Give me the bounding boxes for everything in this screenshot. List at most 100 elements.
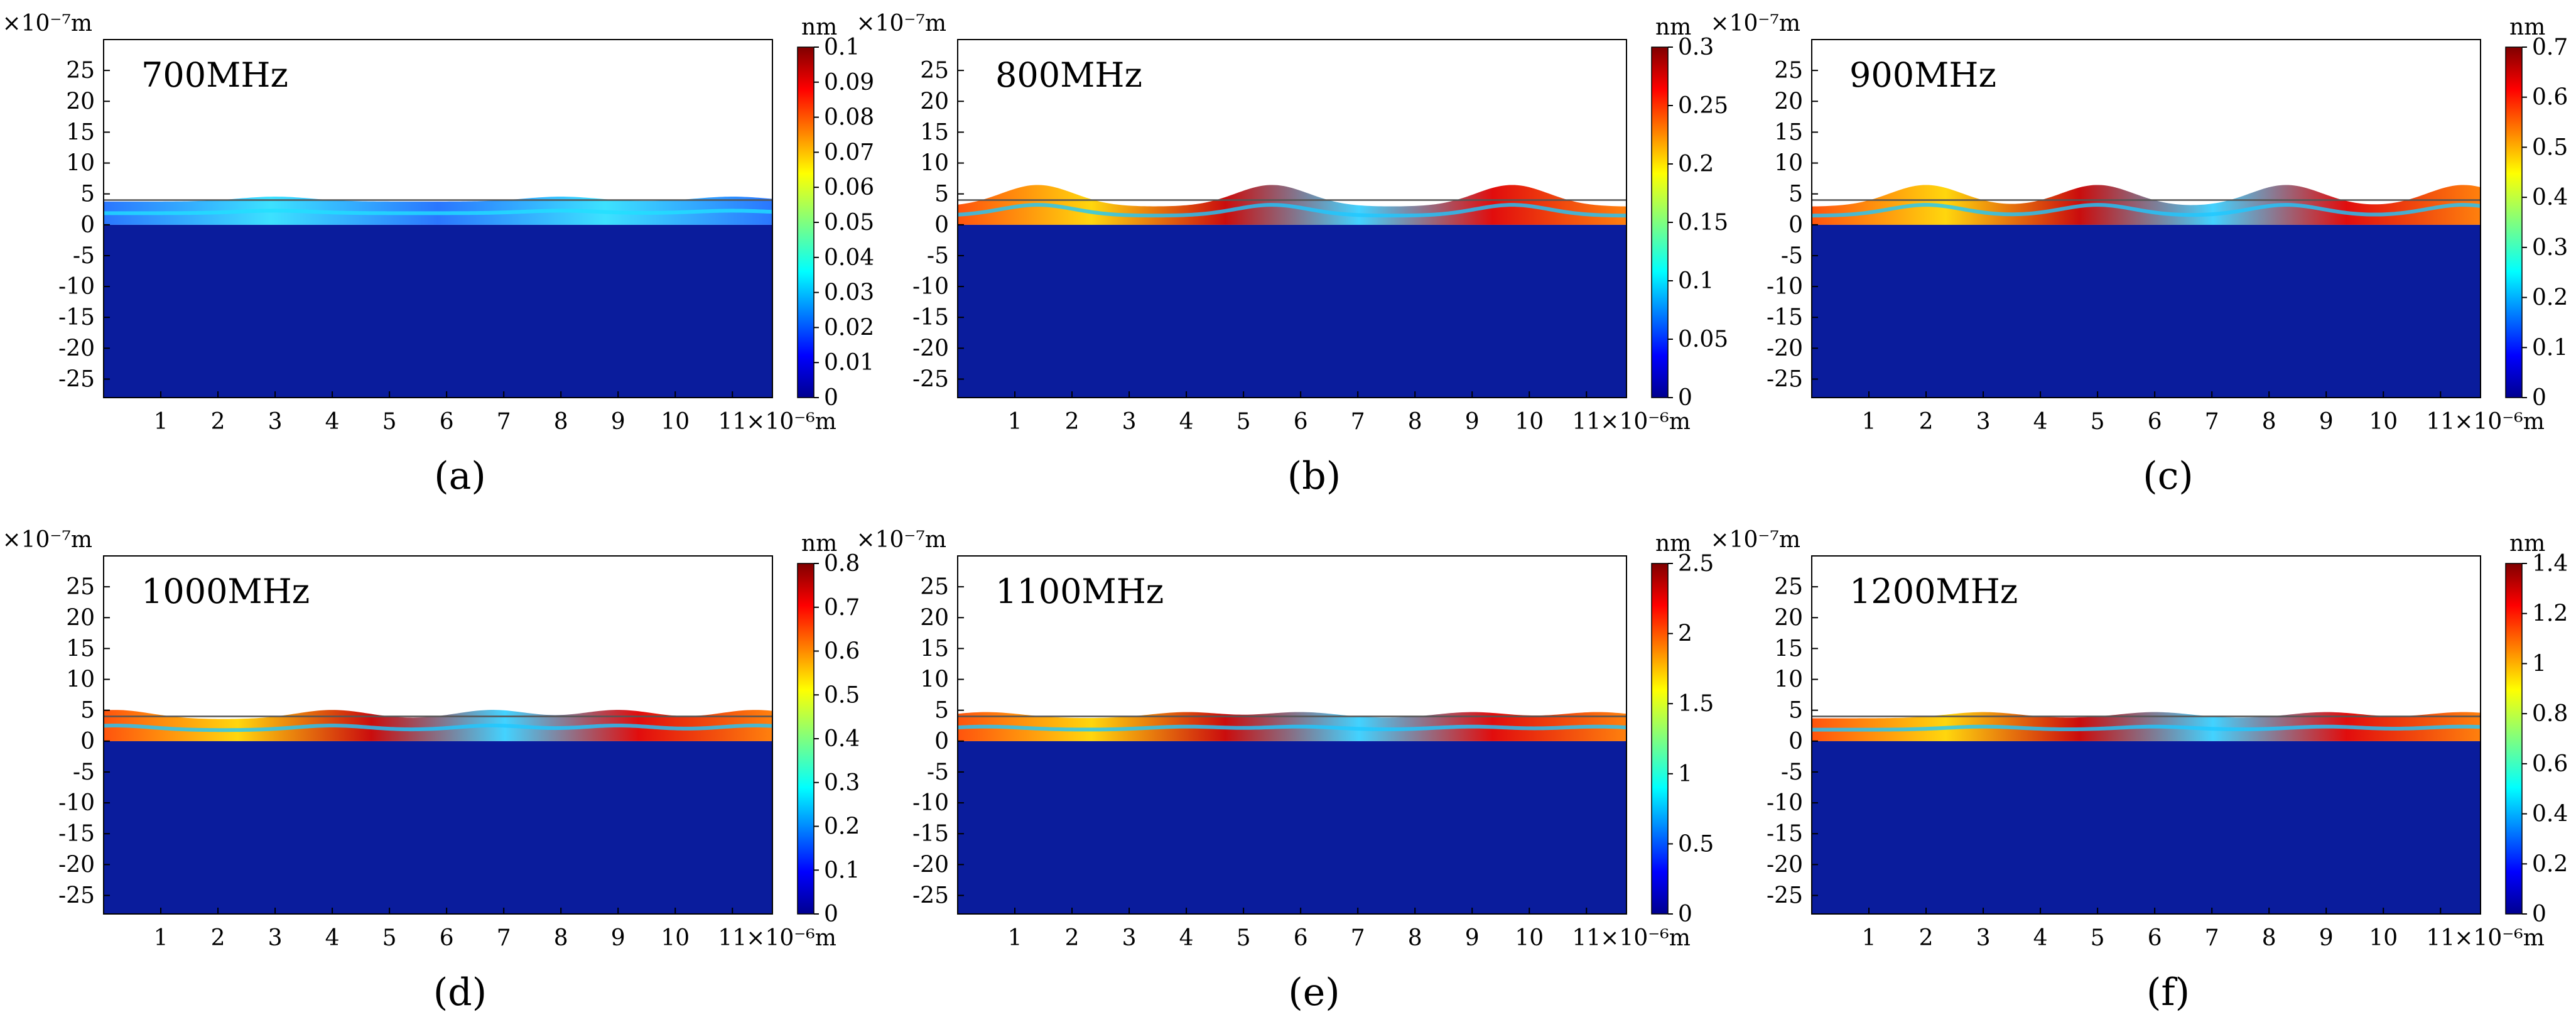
x-tick-label: 8 [1408,409,1422,435]
y-tick-label: 10 [66,667,95,693]
x-tick-label: 1 [1862,925,1876,951]
plot-frame [957,39,1627,398]
substrate-region [1812,224,2481,398]
x-tick-label: 8 [554,409,568,435]
colorbar-tick-label: 0.03 [824,280,874,306]
x-tick-label: 6 [2148,925,2162,951]
substrate-region [958,741,1626,914]
deformation-stripe [957,724,1627,732]
y-tick-label: -20 [1767,335,1803,361]
x-tick-label: 3 [268,925,283,951]
x-tick-label: 5 [2091,409,2105,435]
colorbar-tick-label: 0.4 [2532,802,2568,827]
x-tick-label: 9 [1465,925,1480,951]
colorbar [2505,563,2523,915]
x-tick-label: 5 [382,925,397,951]
y-tick-label: -5 [73,243,95,269]
colorbar-tick-label: 0.15 [1678,210,1728,236]
deformation-stripe [1812,724,2481,732]
panel-d: 25 20 15 10 5 0 -5 -10 -15 -20 -25 ×10⁻⁷m 1 2 3 4 5 6 7 8 9 1… [2,527,860,1014]
colorbar-tick-label: 2.5 [1678,551,1714,577]
x-tick-label: 10 [2369,925,2398,951]
x-tick-label: 8 [2262,409,2276,435]
x-tick-label: 6 [440,409,454,435]
y-tick-label: 20 [1774,89,1803,114]
y-tick-label: -10 [912,790,949,816]
y-tick-label: 15 [920,636,949,661]
colorbar-tick-label: 0.08 [824,105,874,131]
x-tick-label: 9 [1465,409,1480,435]
x-tick-label: 6 [2148,409,2162,435]
x-tick-label: 4 [2033,925,2048,951]
y-tick-label: 0 [934,212,949,238]
x-tick-label: 7 [1351,409,1365,435]
y-tick-label: -15 [912,305,949,330]
colorbar [2505,46,2523,398]
colorbar-tick-label: 0.1 [2532,335,2568,361]
colorbar-tick-label: 0.3 [2532,235,2568,261]
x-tick-label: 4 [1179,409,1194,435]
x-tick-label: 1 [154,409,168,435]
colorbar-tick-label: 0.02 [824,315,874,340]
y-tick-label: 0 [80,212,95,238]
y-tick-label: -25 [1767,883,1803,909]
colorbar-tick-label: 0.1 [824,35,860,60]
colorbar-tick-label: 2 [1678,621,1692,647]
x-tick-label: 11 [2426,925,2455,951]
y-tick-label: -15 [912,821,949,847]
frequency-label: 700MHz [141,55,288,95]
y-tick-label: 5 [934,698,949,724]
y-tick-label: -15 [58,305,95,330]
x-tick-label: 1 [1008,925,1022,951]
deformation-stripe [1811,203,2481,218]
x-tick-label: 3 [1122,925,1137,951]
panel-caption: (c) [2143,454,2193,498]
y-tick-label: 20 [920,89,949,114]
x-tick-label: 11 [718,409,747,435]
colorbar-unit: nm [2509,14,2545,40]
y-tick-label: -25 [1767,367,1803,393]
plot-frame [1811,39,2481,398]
y-axis-unit: ×10⁻⁷m [1710,527,1800,553]
x-tick-label: 7 [2205,925,2219,951]
y-tick-label: 0 [934,729,949,754]
x-tick-label: 3 [1976,409,1991,435]
x-tick-label: 1 [1008,409,1022,435]
y-tick-label: 20 [66,89,95,114]
panel-b: 25 20 15 10 5 0 -5 -10 -15 -20 -25 ×10⁻⁷m 1 2 3 4 5 6 7 8 9 1… [856,11,1728,498]
x-axis-unit: ×10⁻⁶m [1600,409,1691,435]
colorbar-tick-label: 1.5 [1678,691,1714,717]
colorbar-tick-label: 0.8 [824,551,860,577]
colorbar-tick-label: 0.05 [1678,327,1728,352]
y-tick-label: -10 [1767,274,1803,300]
x-tick-label: 1 [1862,409,1876,435]
y-tick-label: 25 [920,574,949,600]
y-tick-label: -25 [912,367,949,393]
y-tick-label: 5 [80,182,95,207]
deformation-stripe [103,723,773,732]
panel-c: 25 20 15 10 5 0 -5 -10 -15 -20 -25 ×10⁻⁷m 1 2 3 4 5 6 7 8 9 1… [1710,11,2568,498]
y-tick-label: -5 [1781,243,1803,269]
x-tick-label: 11 [2426,409,2455,435]
deformation-stripe [957,203,1627,218]
x-tick-label: 4 [1179,925,1194,951]
x-tick-label: 10 [661,925,690,951]
x-tick-label: 9 [611,409,625,435]
colorbar [797,46,814,398]
x-tick-label: 1 [154,925,168,951]
panel-a: 25 20 15 10 5 0 -5 -10 -15 -20 -25 ×10⁻⁷m 1 2 3 4 5 6 7 8 9 1… [2,11,874,498]
colorbar [1651,46,1669,398]
colorbar-tick-label: 0.1 [824,857,860,883]
x-tick-label: 5 [1237,925,1251,951]
substrate-region [104,224,772,398]
colorbar-tick-label: 0 [2532,385,2546,411]
y-tick-label: -20 [912,335,949,361]
x-tick-label: 9 [611,925,625,951]
colorbar-unit: nm [1655,531,1691,557]
y-axis-unit: ×10⁻⁷m [2,527,92,553]
y-tick-label: -25 [912,883,949,909]
colorbar-unit: nm [1655,14,1691,40]
deformation-band [104,710,772,741]
colorbar-tick-label: 0 [824,385,838,411]
